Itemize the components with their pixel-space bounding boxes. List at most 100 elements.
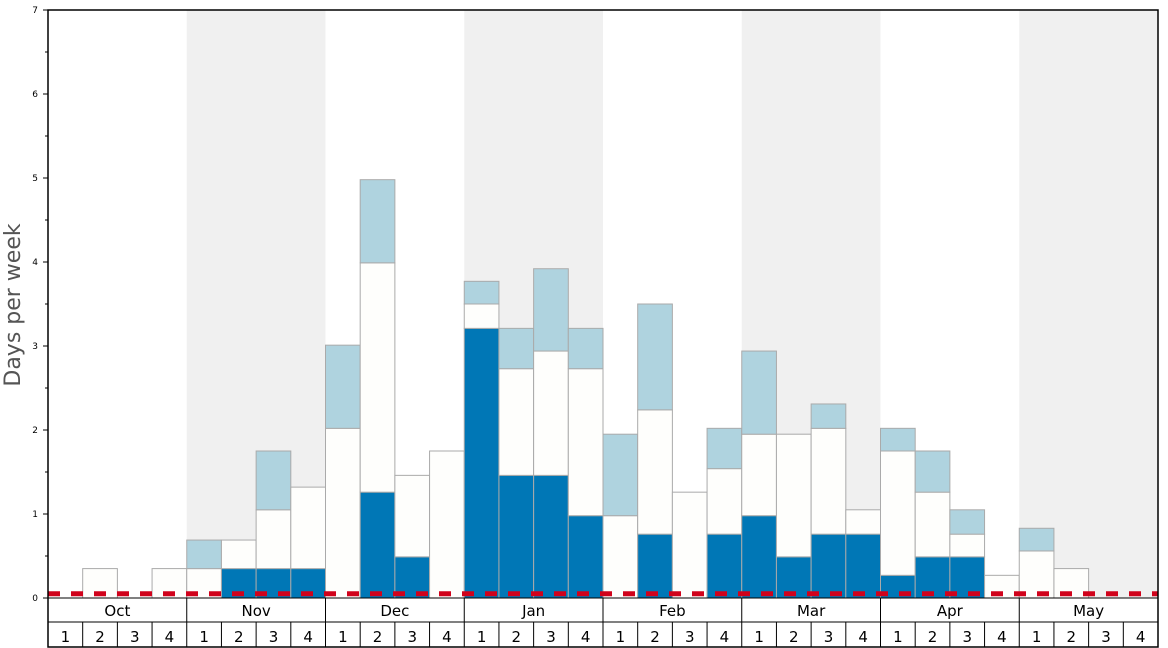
y-tick-label: 1: [32, 510, 38, 520]
bar-segment-light: [325, 344, 361, 429]
bar-segment-white: [810, 427, 847, 535]
bar-segment-white: [706, 468, 743, 535]
y-tick-label: 5: [32, 174, 38, 184]
week-label: 1: [199, 628, 209, 646]
month-label: Nov: [241, 602, 270, 620]
bar-segment-light: [706, 427, 743, 470]
bar-segment-dark: [359, 491, 396, 599]
bar-segment-light: [602, 433, 639, 517]
week-label: 1: [754, 628, 764, 646]
month-shade-may: [1019, 10, 1158, 598]
bar-segment-white: [325, 427, 361, 599]
bar-segment-white: [567, 368, 604, 517]
bar-segment-white: [637, 409, 673, 535]
week-label: 1: [616, 628, 626, 646]
bar-segment-dark: [810, 533, 847, 599]
week-label: 4: [997, 628, 1007, 646]
bar-segment-light: [359, 179, 396, 264]
week-label: 3: [824, 628, 834, 646]
month-label: Apr: [937, 602, 964, 620]
bar-segment-dark: [567, 515, 604, 599]
bar-segment-light: [880, 427, 916, 452]
week-label: 2: [95, 628, 105, 646]
bar-segment-white: [533, 350, 569, 476]
week-label: 4: [442, 628, 452, 646]
week-label: 2: [512, 628, 522, 646]
bar-segment-white: [220, 539, 257, 570]
bar-segment-white: [602, 515, 639, 599]
y-tick-label: 4: [32, 258, 38, 268]
week-label: 3: [130, 628, 140, 646]
week-label: 2: [650, 628, 660, 646]
month-label: Oct: [104, 602, 130, 620]
bar-segment-white: [671, 491, 708, 599]
bar-segment-light: [463, 280, 500, 305]
bar-segment-white: [394, 474, 431, 558]
month-label: Mar: [797, 602, 826, 620]
week-label: 1: [1032, 628, 1042, 646]
bar-segment-light: [533, 268, 569, 352]
week-label: 3: [407, 628, 417, 646]
bar-segment-white: [1018, 550, 1055, 599]
week-label: 4: [1136, 628, 1146, 646]
bar-segment-light: [741, 350, 777, 435]
week-label: 2: [234, 628, 244, 646]
month-label: May: [1073, 602, 1104, 620]
week-label: 1: [477, 628, 487, 646]
bar-segment-white: [775, 433, 812, 558]
bar-segment-dark: [637, 533, 673, 599]
bar-segment-dark: [533, 474, 569, 599]
bar-segment-dark: [775, 556, 812, 599]
bar-segment-white: [290, 486, 326, 570]
week-label: 2: [1067, 628, 1077, 646]
week-label: 3: [685, 628, 695, 646]
bar-segment-light: [949, 509, 986, 535]
week-label: 4: [581, 628, 591, 646]
bar-segment-light: [810, 403, 847, 429]
bar-segment-light: [637, 303, 673, 411]
bar-segment-dark: [498, 474, 535, 599]
week-label: 2: [789, 628, 799, 646]
week-label: 2: [373, 628, 383, 646]
bar-segment-white: [880, 450, 916, 576]
week-label: 2: [928, 628, 938, 646]
bar-segment-dark: [741, 515, 777, 599]
bar-segment-white: [498, 368, 535, 476]
week-label: 1: [61, 628, 71, 646]
bar-segment-light: [186, 539, 222, 570]
bar-segment-dark: [949, 556, 986, 599]
bar-segment-white: [741, 433, 777, 517]
week-label: 3: [546, 628, 556, 646]
week-label: 3: [1101, 628, 1111, 646]
week-label: 4: [303, 628, 313, 646]
bar-segment-light: [255, 450, 292, 511]
bar-segment-light: [914, 450, 951, 493]
bar-segment-light: [567, 327, 604, 370]
y-tick-label: 7: [32, 6, 38, 16]
y-tick-label: 6: [32, 90, 38, 100]
month-label: Dec: [380, 602, 409, 620]
month-label: Jan: [521, 602, 545, 620]
y-axis-label: Days per week: [1, 223, 26, 386]
bar-segment-white: [949, 533, 986, 558]
week-label: 4: [720, 628, 730, 646]
week-label: 1: [338, 628, 348, 646]
y-tick-label: 3: [32, 342, 38, 352]
month-label: Feb: [659, 602, 686, 620]
bar-segment-white: [359, 262, 396, 493]
bar-segment-white: [845, 509, 881, 535]
week-label: 3: [269, 628, 279, 646]
y-tick-label: 0: [32, 594, 38, 604]
bar-segment-dark: [706, 533, 743, 599]
bar-segment-white: [429, 450, 465, 599]
week-label: 4: [858, 628, 868, 646]
bar-segment-dark: [463, 327, 500, 599]
bar-segment-white: [914, 491, 951, 558]
bar-segment-dark: [845, 533, 881, 599]
y-tick-label: 2: [32, 426, 38, 436]
week-label: 3: [962, 628, 972, 646]
week-label: 1: [893, 628, 903, 646]
week-label: 4: [165, 628, 175, 646]
bar-segment-light: [1018, 527, 1055, 552]
